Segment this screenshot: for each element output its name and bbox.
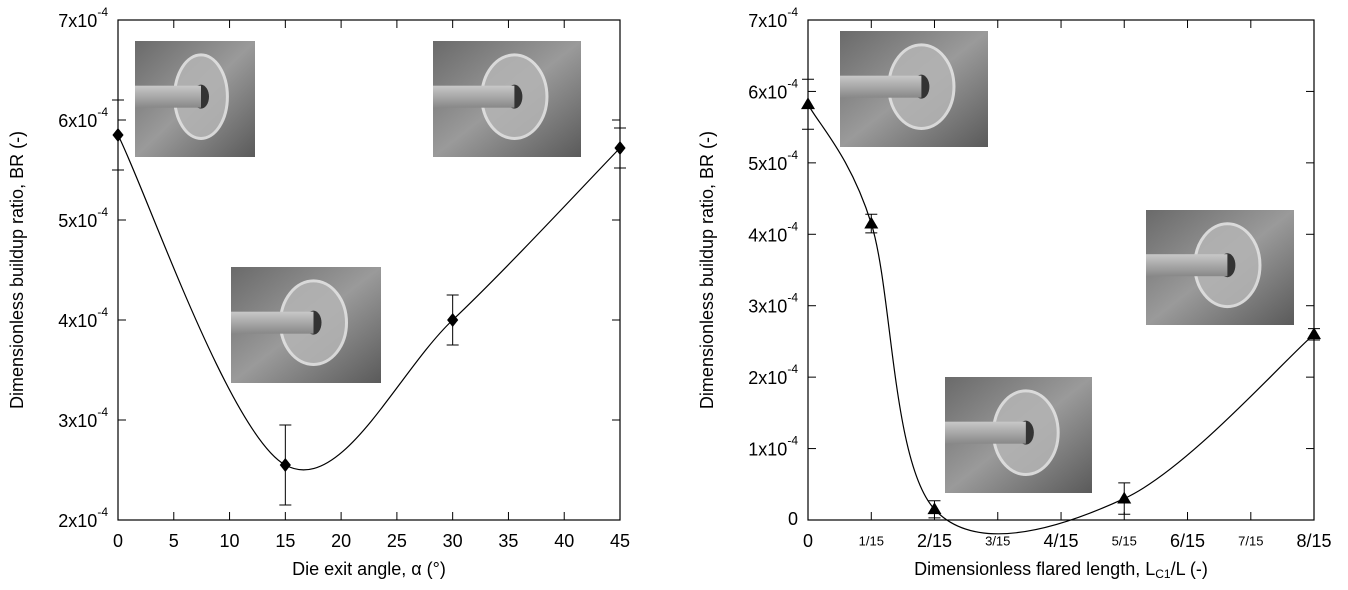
data-point — [927, 502, 942, 515]
photo-rod — [231, 311, 314, 334]
y-tick-exponent: -4 — [787, 148, 798, 162]
data-point — [1307, 327, 1321, 340]
y-tick-exponent: -4 — [97, 105, 108, 119]
x-tick-label: 5 — [169, 531, 179, 551]
y-tick-label: 5x10-4 — [748, 148, 798, 174]
y-tick-exponent: -4 — [787, 5, 798, 19]
y-tick-label: 6x10-4 — [748, 77, 798, 103]
plot-frame — [117, 19, 621, 521]
y-tick-base: 4x10 — [58, 311, 97, 331]
photo — [945, 377, 1092, 493]
y-tick-label: 0 — [788, 509, 798, 529]
x-axis-title-sub: C1 — [1155, 567, 1171, 581]
y-tick-base: 3x10 — [58, 411, 97, 431]
photo-rod — [945, 421, 1026, 444]
y-tick-base: 6x10 — [748, 82, 787, 102]
photo — [135, 41, 255, 157]
y-tick-label: 2x10-4 — [748, 362, 798, 388]
fit-curve — [117, 134, 621, 471]
x-tick-label: 40 — [554, 531, 574, 551]
y-tick-base: 5x10 — [58, 211, 97, 231]
photo — [433, 41, 581, 157]
photo-rod — [840, 75, 922, 98]
y-tick-label: 2x10-4 — [58, 505, 108, 531]
photo — [1146, 210, 1294, 325]
photo — [231, 267, 381, 383]
y-tick-label: 4x10-4 — [58, 305, 108, 331]
y-tick-label: 7x10-4 — [748, 5, 798, 31]
x-tick-label: 30 — [443, 531, 463, 551]
x-tick-label: 3/15 — [985, 533, 1010, 548]
y-tick-base: 2x10 — [58, 511, 97, 531]
x-axis-title: Dimensionless flared length, LC1/L (-) — [914, 559, 1208, 581]
y-tick-exponent: -4 — [97, 205, 108, 219]
y-tick-base: 7x10 — [58, 11, 97, 31]
data-point — [864, 216, 879, 229]
photo-rod — [1146, 254, 1228, 277]
y-tick-label: 6x10-4 — [58, 105, 108, 131]
data-point — [112, 128, 124, 142]
data-point — [801, 97, 815, 110]
y-tick-label: 3x10-4 — [58, 405, 108, 431]
x-tick-label: 10 — [220, 531, 240, 551]
y-tick-exponent: -4 — [787, 219, 798, 233]
x-axis-title: Die exit angle, α (°) — [292, 559, 446, 579]
y-axis-title: Dimensionless buildup ratio, BR (-) — [697, 131, 717, 409]
photo — [840, 31, 988, 147]
x-tick-label: 5/15 — [1112, 533, 1137, 548]
x-axis-title-text: Dimensionless flared length, L — [914, 559, 1155, 579]
x-tick-label: 0 — [113, 531, 123, 551]
y-tick-exponent: -4 — [97, 305, 108, 319]
y-tick-exponent: -4 — [787, 77, 798, 91]
photo-rod — [135, 85, 201, 108]
y-tick-base: 5x10 — [748, 154, 787, 174]
x-tick-label: 15 — [275, 531, 295, 551]
y-tick-label: 1x10-4 — [748, 434, 798, 460]
y-tick-exponent: -4 — [97, 5, 108, 19]
x-axis-title-suffix: /L (-) — [1171, 559, 1208, 579]
x-tick-label: 6/15 — [1170, 531, 1205, 551]
y-tick-base: 2x10 — [748, 368, 787, 388]
data-point — [1117, 491, 1132, 504]
x-tick-label: 20 — [331, 531, 351, 551]
x-tick-label: 4/15 — [1044, 531, 1079, 551]
x-tick-label: 35 — [498, 531, 518, 551]
y-tick-base: 1x10 — [748, 439, 787, 459]
photo-rod — [433, 85, 515, 108]
x-tick-label: 1/15 — [859, 533, 884, 548]
y-tick-base: 4x10 — [748, 225, 787, 245]
y-tick-exponent: -4 — [97, 505, 108, 519]
y-tick-base: 6x10 — [58, 111, 97, 131]
x-tick-label: 7/15 — [1238, 533, 1263, 548]
x-axis-title-text: Die exit angle, α (°) — [292, 559, 446, 579]
x-tick-label: 0 — [803, 531, 813, 551]
y-tick-label: 7x10-4 — [58, 5, 108, 31]
y-tick-exponent: -4 — [787, 362, 798, 376]
y-tick-exponent: -4 — [787, 291, 798, 305]
y-tick-label: 4x10-4 — [748, 219, 798, 245]
x-tick-label: 25 — [387, 531, 407, 551]
data-point — [279, 458, 291, 472]
x-tick-label: 2/15 — [917, 531, 952, 551]
x-tick-label: 45 — [610, 531, 630, 551]
y-tick-exponent: -4 — [787, 434, 798, 448]
y-tick-exponent: -4 — [97, 405, 108, 419]
x-tick-label: 8/15 — [1296, 531, 1331, 551]
data-point — [447, 313, 459, 327]
y-tick-base: 3x10 — [748, 296, 787, 316]
y-axis-title: Dimensionless buildup ratio, BR (-) — [7, 131, 27, 409]
y-tick-base: 7x10 — [748, 11, 787, 31]
y-tick-label: 3x10-4 — [748, 291, 798, 317]
data-point — [614, 141, 626, 155]
y-tick-label: 5x10-4 — [58, 205, 108, 231]
